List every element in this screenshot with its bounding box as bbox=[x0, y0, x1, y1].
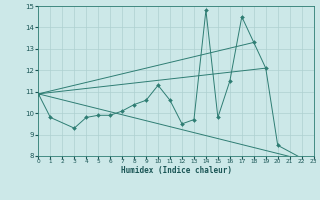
X-axis label: Humidex (Indice chaleur): Humidex (Indice chaleur) bbox=[121, 166, 231, 175]
